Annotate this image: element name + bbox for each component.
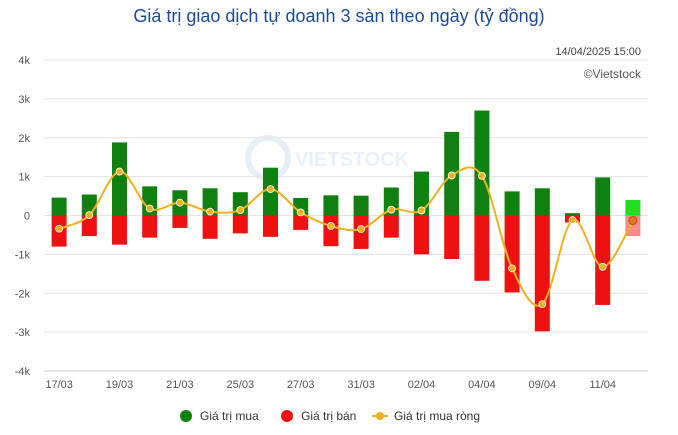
bar-sell [172,215,188,228]
x-tick-label: 11/04 [589,379,616,391]
y-tick-label: 2k [18,133,30,145]
legend: Giá trị mua Giá trị bán Giá trị mua ròng [180,409,480,423]
y-tick-label: 1k [18,172,30,184]
y-tick-label: 0 [24,211,30,223]
net-point [236,206,245,214]
bar-sell [444,215,460,260]
net-point [508,264,516,273]
bar-sell [202,215,218,239]
y-tick-label: -1k [15,249,31,261]
net-point [477,171,486,180]
net-point [417,206,426,215]
bar-sell [474,215,490,281]
net-point [568,216,577,225]
bar-sell [81,215,97,237]
net-point [266,185,275,193]
bars [51,110,641,332]
net-point [296,208,305,217]
bar-buy [595,177,611,216]
net-point [387,205,396,214]
chart-timestamp: 14/04/2025 15:00 [555,46,641,58]
x-tick-label: 04/04 [468,379,496,391]
net-point [357,225,366,234]
bar-sell [112,215,127,245]
net-point [538,300,547,309]
x-tick-label: 19/03 [106,379,134,391]
grid [44,59,648,372]
net-point [206,207,215,216]
bar-sell [504,215,520,293]
bar-sell [534,215,550,332]
bar-buy [293,198,309,216]
y-tick-label: -2k [15,288,31,300]
net-point [326,222,335,230]
bar-buy [353,195,369,216]
bar-buy [51,197,67,216]
net-point [55,224,63,233]
x-axis-ticks: 17/03 19/03 21/03 25/03 27/03 31/03 02/04 04/04… [44,370,648,391]
x-tick-label: 21/03 [166,379,194,391]
net-point [447,171,456,180]
net-point [598,262,607,271]
net-point [175,198,184,207]
legend-swatch-dot [376,412,384,420]
net-point [145,204,154,213]
y-tick-label: 4k [18,55,30,67]
bar-sell [323,215,339,247]
bar-buy [534,188,550,216]
bar-buy [625,199,641,216]
y-tick-label: -4k [15,366,31,378]
net-line [55,166,638,309]
legend-label: Giá trị bán [301,409,356,423]
net-point [85,211,94,220]
y-tick-label: 3k [18,94,30,106]
bar-buy [202,188,218,216]
x-tick-label: 02/04 [408,379,436,391]
x-tick-label: 09/04 [529,379,557,391]
chart-title: Giá trị giao dịch tự doanh 3 sàn theo ng… [133,6,544,26]
bar-sell [595,215,611,305]
net-point [628,216,638,226]
legend-label: Giá trị mua [200,409,259,423]
bar-sell [293,215,309,230]
bar-buy [112,142,127,216]
legend-label: Giá trị mua ròng [394,409,480,423]
bar-buy [565,213,580,216]
bar-sell [263,215,278,237]
legend-swatch [281,410,293,422]
chart-credit: ©Vietstock [584,67,642,81]
legend-swatch [180,410,192,422]
y-tick-label: -3k [15,327,31,339]
watermark-text: VIETSTOCK [295,149,410,171]
bar-buy [474,110,490,216]
bar-buy [414,171,429,216]
net-point [115,167,124,176]
x-tick-label: 25/03 [227,379,255,391]
x-tick-label: 27/03 [287,379,315,391]
x-tick-label: 31/03 [347,379,375,391]
x-tick-label: 17/03 [45,379,73,391]
bar-sell [142,215,158,238]
bar-buy [504,191,520,216]
y-axis-ticks: 4k 3k 2k 1k 0 -1k -2k -3k -4k [15,55,31,378]
bar-sell [414,215,429,255]
bar-sell [383,215,399,238]
bar-sell [232,215,248,234]
bar-buy [323,195,339,216]
